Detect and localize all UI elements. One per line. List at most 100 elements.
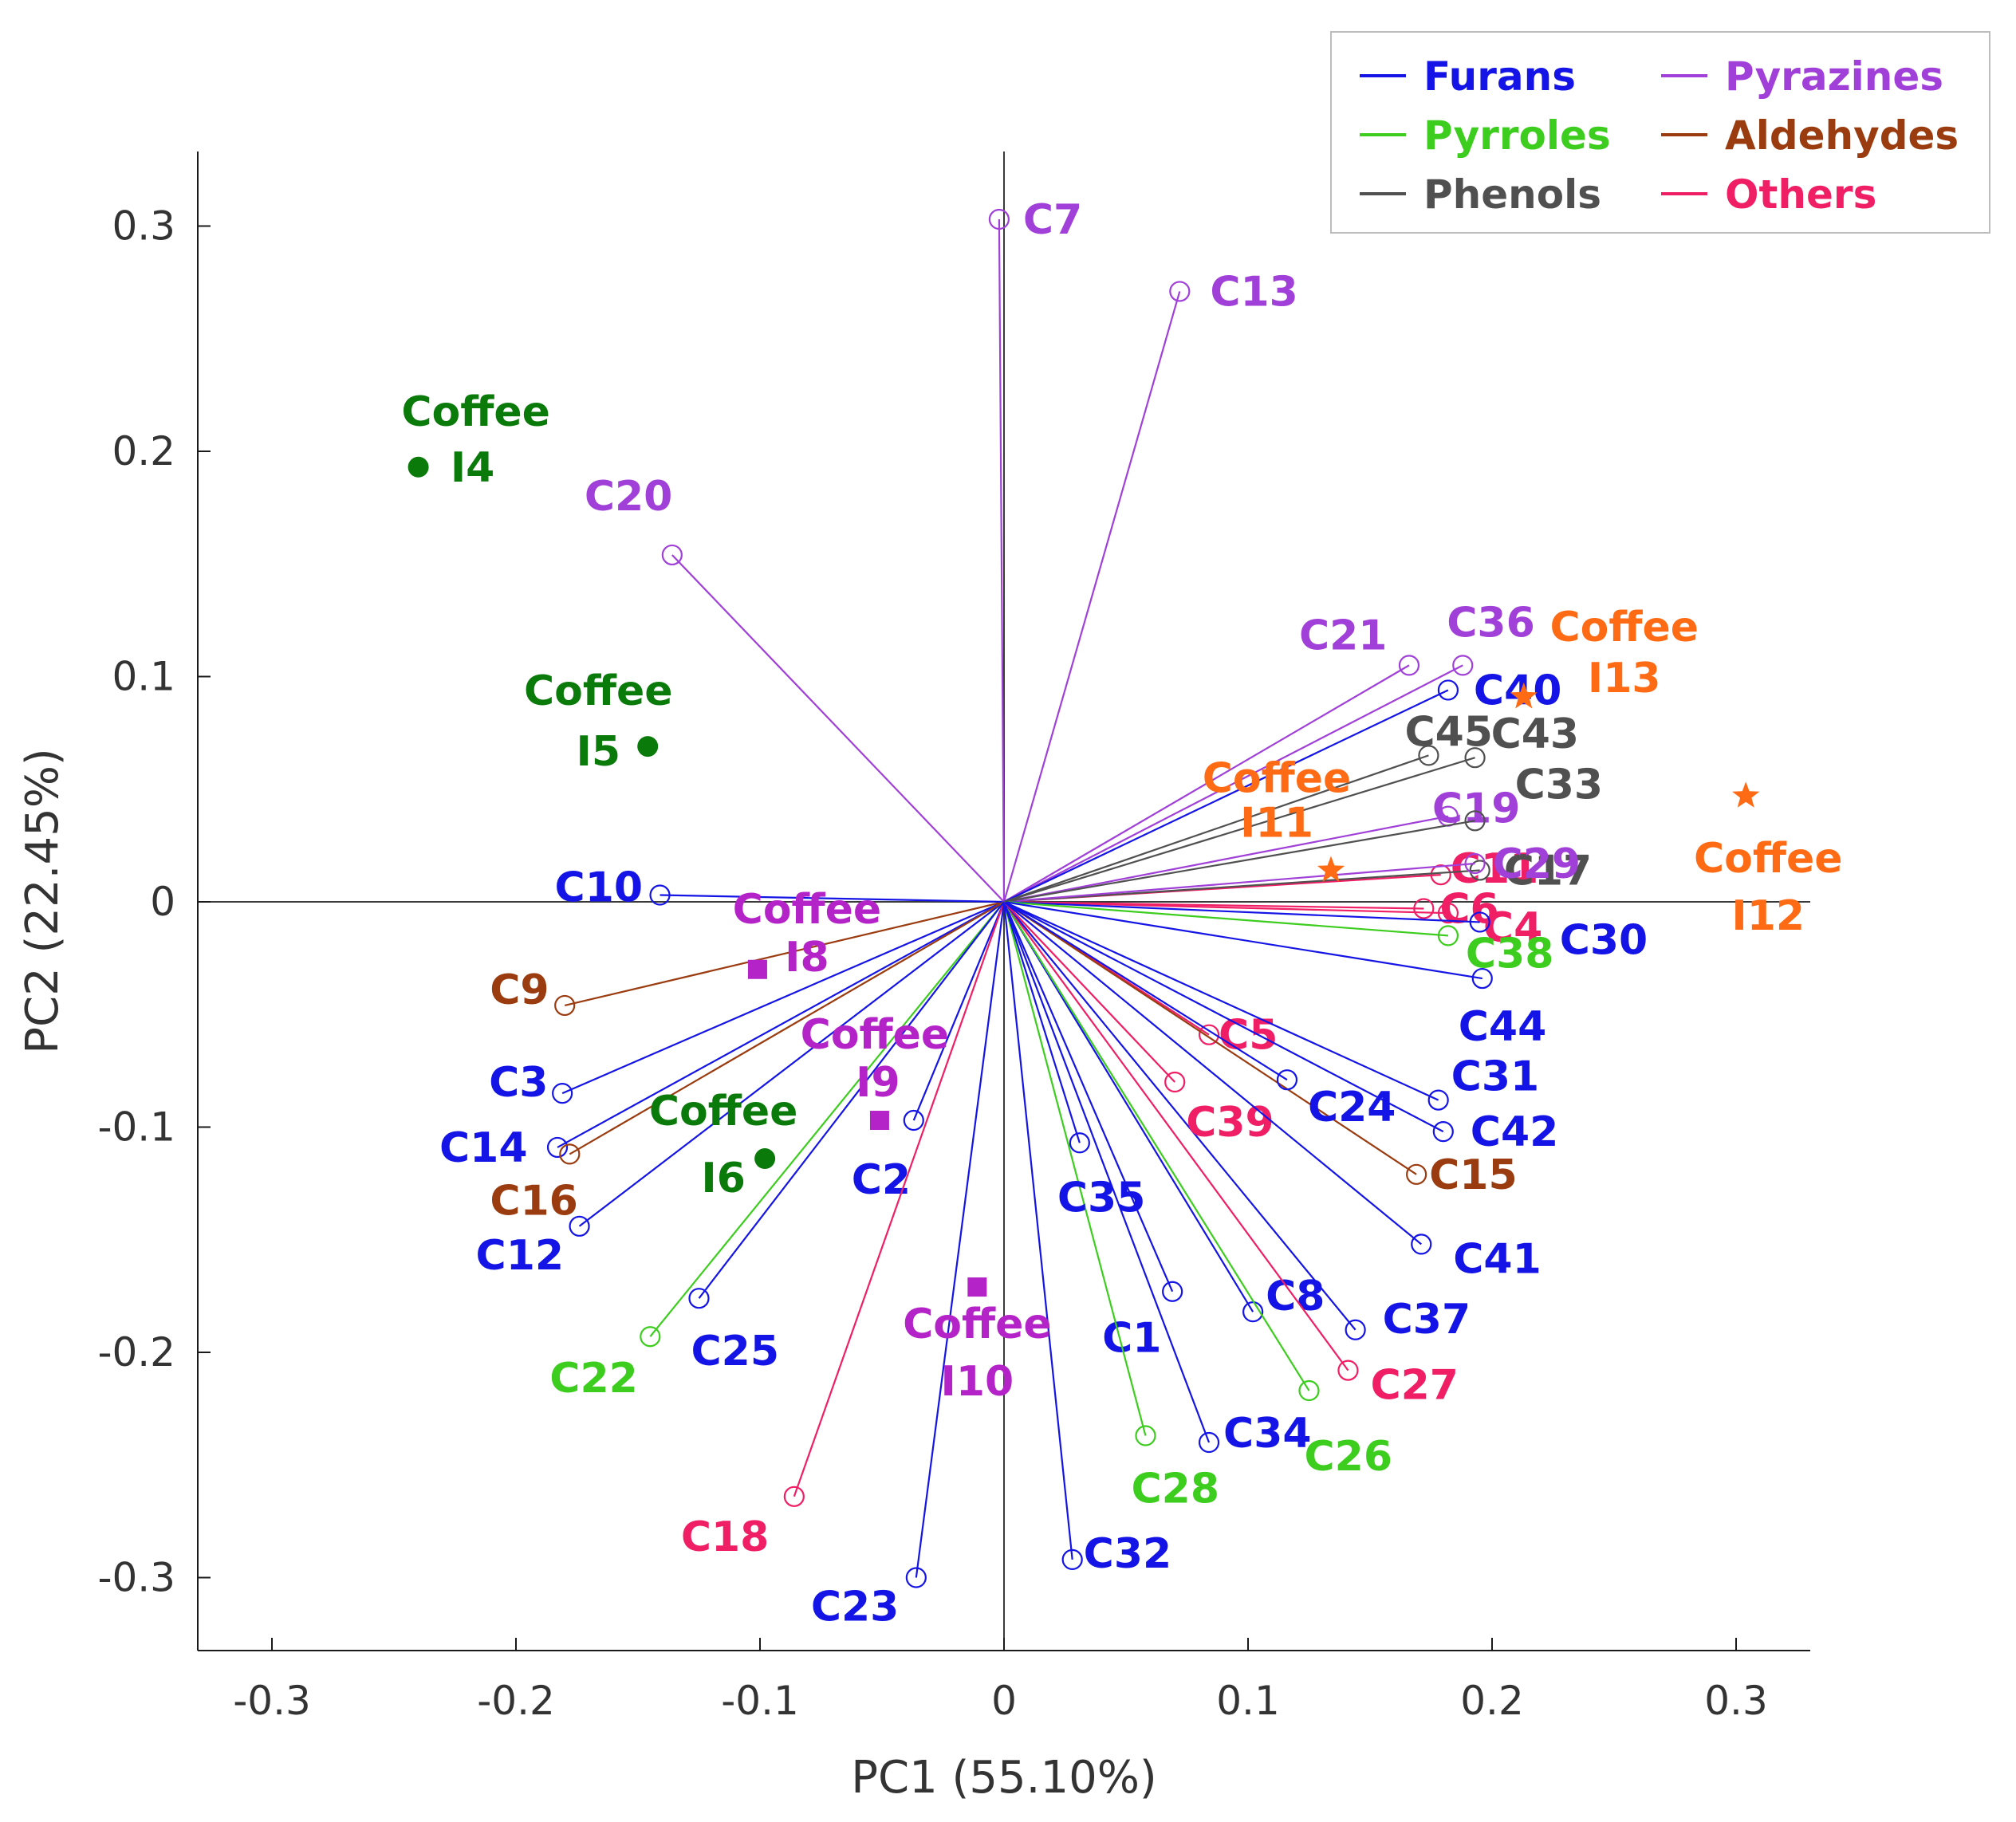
- loading-label-c28: C28: [1131, 1466, 1219, 1513]
- loading-point-c6: [1413, 898, 1435, 919]
- loading-vector-c29: [1003, 862, 1475, 903]
- loading-vector-c1: [1002, 901, 1174, 1293]
- loading-point-c36: [1452, 655, 1474, 676]
- loading-vector-c7: [998, 219, 1006, 903]
- sample-label-coffee-i6: Coffee: [649, 1088, 798, 1135]
- loading-label-c27: C27: [1370, 1362, 1459, 1410]
- sample-point-coffee-i8: [747, 959, 767, 979]
- loading-vector-c10: [660, 894, 1005, 903]
- loading-point-c38: [1437, 925, 1459, 946]
- loading-label-c22: C22: [549, 1355, 638, 1403]
- sample-label-coffee-i11: Coffee: [1203, 754, 1352, 802]
- loading-vector-c9: [564, 900, 1005, 1007]
- y-tick-label: 0.3: [112, 203, 175, 250]
- loading-point-c1: [1162, 1281, 1183, 1302]
- sample-id-coffee-i5: I5: [576, 728, 620, 776]
- loading-vector-c35: [1002, 901, 1081, 1143]
- loading-label-c8: C8: [1266, 1273, 1325, 1320]
- loading-point-c9: [554, 994, 576, 1017]
- loading-vector-c24: [1003, 901, 1288, 1081]
- loading-point-c43: [1464, 747, 1486, 769]
- loading-label-c41: C41: [1453, 1235, 1542, 1283]
- tick-layer: -0.3 -0.2 -0.1 0 0.1 0.2 0.3 0.3 0.2 0.1 0 -0.1 -0.2…: [97, 203, 1767, 1725]
- loading-point-c14: [546, 1136, 569, 1159]
- sample-point-coffee-i10: [967, 1277, 987, 1297]
- x-tick-label: 0.2: [1460, 1678, 1524, 1724]
- loading-point-c45: [1418, 745, 1439, 766]
- loading-point-c29: [1464, 852, 1486, 875]
- loading-vector-c6: [1003, 900, 1424, 910]
- loading-vector-c27: [1003, 901, 1349, 1371]
- loading-vector-c36: [1003, 664, 1463, 903]
- loading-vector-c43: [1003, 757, 1475, 903]
- loading-point-c44: [1471, 967, 1493, 990]
- x-tick-label: 0.1: [1216, 1678, 1280, 1724]
- loading-vector-c28: [1002, 901, 1147, 1436]
- y-axis-label: PC2 (22.45%): [17, 748, 69, 1054]
- loading-point-c12: [569, 1215, 590, 1237]
- loading-point-c2: [903, 1109, 924, 1131]
- loading-point-c11: [1430, 864, 1451, 886]
- loading-point-c16: [559, 1143, 581, 1165]
- loading-label-c10: C10: [555, 864, 644, 912]
- loading-point-c22: [640, 1326, 661, 1348]
- x-tick-label: -0.1: [721, 1678, 799, 1724]
- x-tick-label: -0.2: [477, 1678, 555, 1724]
- loading-point-c26: [1298, 1379, 1320, 1402]
- loading-point-c25: [688, 1288, 710, 1309]
- legend-label-pyrroles: Pyrroles: [1423, 112, 1611, 159]
- loading-label-c39: C39: [1186, 1099, 1274, 1147]
- sample-point-coffee-i6: [754, 1148, 776, 1170]
- legend: Furans Pyrazines Pyrroles Aldehydes Phenols O…: [1330, 31, 1990, 234]
- loading-vector-c31: [1003, 900, 1439, 1101]
- loading-vector-c16: [569, 901, 1005, 1155]
- loading-label-c7: C7: [1023, 196, 1082, 244]
- loading-vector-c33: [1003, 820, 1475, 903]
- loading-vector-c3: [561, 900, 1005, 1095]
- loading-vector-c32: [1002, 901, 1073, 1560]
- sample-label-coffee-i9: Coffee: [801, 1011, 950, 1059]
- loading-label-c1: C1: [1102, 1315, 1161, 1363]
- loading-label-c32: C32: [1084, 1530, 1172, 1578]
- loading-label-c20: C20: [585, 473, 673, 521]
- loading-point-c27: [1337, 1360, 1359, 1381]
- loading-vector-c25: [698, 901, 1005, 1299]
- legend-label-aldehydes: Aldehydes: [1725, 112, 1959, 159]
- x-tick-label: 0.3: [1704, 1678, 1768, 1724]
- sample-id-coffee-i4: I4: [451, 444, 495, 492]
- loading-label-c29: C29: [1493, 840, 1581, 888]
- loading-point-c10: [649, 884, 671, 906]
- loading-vector-c44: [1003, 900, 1482, 980]
- sample-label-coffee-i5: Coffee: [524, 667, 673, 715]
- loading-label-c3: C3: [489, 1059, 548, 1107]
- loading-point-c18: [783, 1486, 805, 1507]
- loading-vector-c23: [915, 901, 1006, 1578]
- loading-vector-c34: [1002, 901, 1211, 1443]
- loading-vector-c22: [649, 901, 1005, 1337]
- loading-label-c21: C21: [1299, 612, 1388, 659]
- loading-vector-c42: [1003, 901, 1444, 1133]
- legend-label-pyrazines: Pyrazines: [1725, 53, 1943, 100]
- loading-vector-c38: [1003, 900, 1449, 937]
- loading-vector-c21: [1003, 664, 1410, 903]
- loading-point-c34: [1198, 1431, 1220, 1454]
- loading-vector-c17: [1003, 869, 1480, 903]
- loading-label-c26: C26: [1305, 1433, 1393, 1481]
- x-axis-label: PC1 (55.10%): [851, 1752, 1157, 1804]
- loading-label-c2: C2: [852, 1156, 911, 1204]
- loading-vector-c40: [1003, 689, 1449, 903]
- loading-vector-c30: [1003, 900, 1480, 923]
- loading-label-c4: C4: [1483, 904, 1542, 952]
- sample-points: CoffeeI4CoffeeI5CoffeeI6CoffeeI8CoffeeI9…: [401, 388, 1842, 1406]
- sample-label-coffee-i4: Coffee: [401, 388, 550, 436]
- loading-vector-c41: [1003, 901, 1422, 1245]
- y-tick-label: -0.3: [97, 1555, 175, 1601]
- loading-vector-c14: [557, 901, 1005, 1148]
- loading-point-c23: [905, 1567, 927, 1588]
- sample-label-coffee-i10: Coffee: [903, 1301, 1052, 1348]
- y-tick-label: 0.2: [112, 428, 175, 474]
- loading-label-c24: C24: [1308, 1084, 1396, 1131]
- sample-point-coffee-i9: [869, 1111, 889, 1131]
